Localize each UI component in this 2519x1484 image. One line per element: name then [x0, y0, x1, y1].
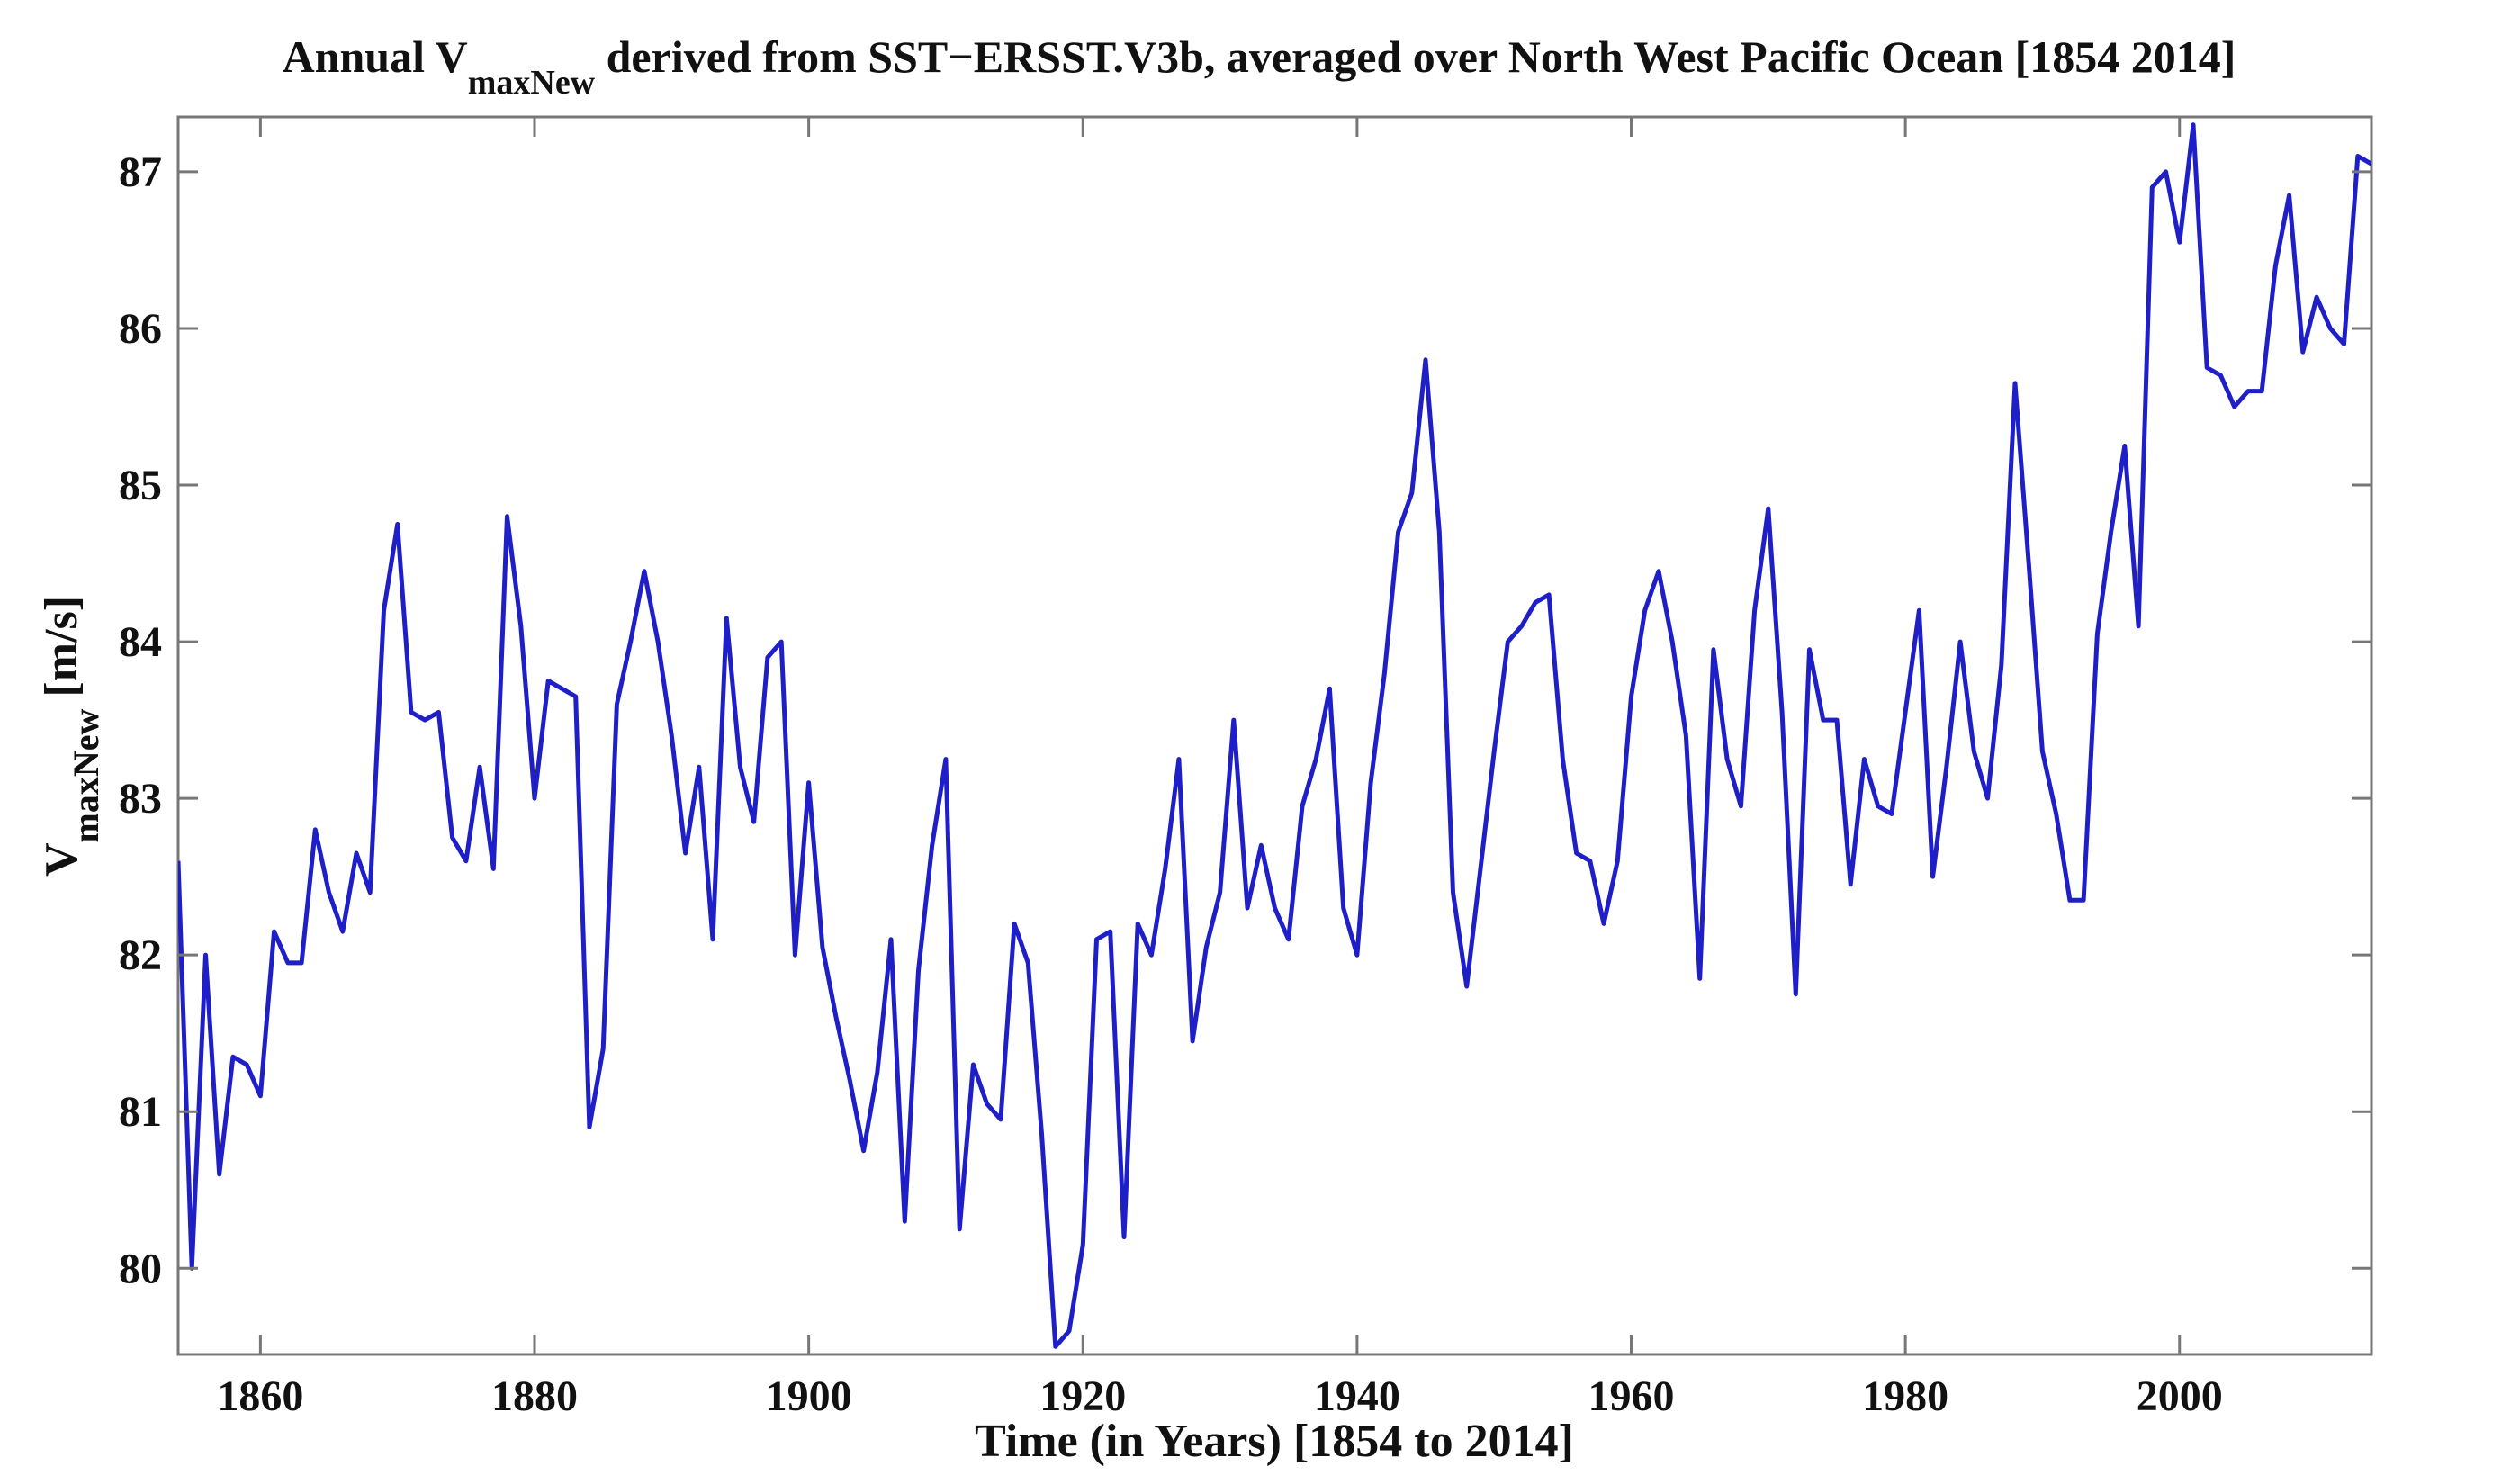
y-tick-label: 80 [119, 1245, 162, 1292]
x-axis-ticks: 1860 1880 1900 1920 1940 1960 1980 2000 [217, 117, 2223, 1420]
y-axis-label-main: V [36, 842, 87, 877]
x-tick-label: 1940 [1314, 1372, 1400, 1420]
x-tick-label: 1920 [1039, 1372, 1126, 1420]
x-tick-label: 1860 [217, 1372, 303, 1420]
chart-title: Annual VmaxNew derived from SST−ERSST.V3… [283, 31, 2236, 102]
y-axis-label-subscript: maxNew [66, 709, 106, 843]
chart-title-main: Annual V [283, 31, 468, 82]
x-tick-label: 1880 [491, 1372, 578, 1420]
chart-title-rest: derived from SST−ERSST.V3b, averaged ove… [595, 31, 2236, 82]
x-tick-label: 1980 [1862, 1372, 1948, 1420]
y-tick-label: 85 [119, 462, 162, 509]
series-line [178, 122, 2371, 1349]
x-axis-label: Time (in Years) [1854 to 2014] [975, 1416, 1574, 1467]
x-tick-label: 2000 [2137, 1372, 2223, 1420]
y-tick-label: 86 [119, 305, 162, 353]
y-tick-label: 83 [119, 775, 162, 823]
plot-frame [176, 115, 2373, 1356]
chart-title-subscript: maxNew [468, 64, 596, 102]
y-tick-label: 81 [119, 1088, 162, 1136]
y-axis-label-rest: [m/s] [36, 596, 87, 709]
plot-area [176, 115, 2373, 1356]
y-tick-label: 87 [119, 148, 162, 196]
x-tick-label: 1900 [766, 1372, 852, 1420]
y-tick-label: 82 [119, 931, 162, 979]
x-tick-label: 1960 [1588, 1372, 1675, 1420]
y-axis-ticks: 80 81 82 83 84 85 86 87 [119, 148, 2371, 1292]
y-tick-label: 84 [119, 618, 162, 666]
y-axis-label: VmaxNew [m/s] [36, 596, 106, 877]
